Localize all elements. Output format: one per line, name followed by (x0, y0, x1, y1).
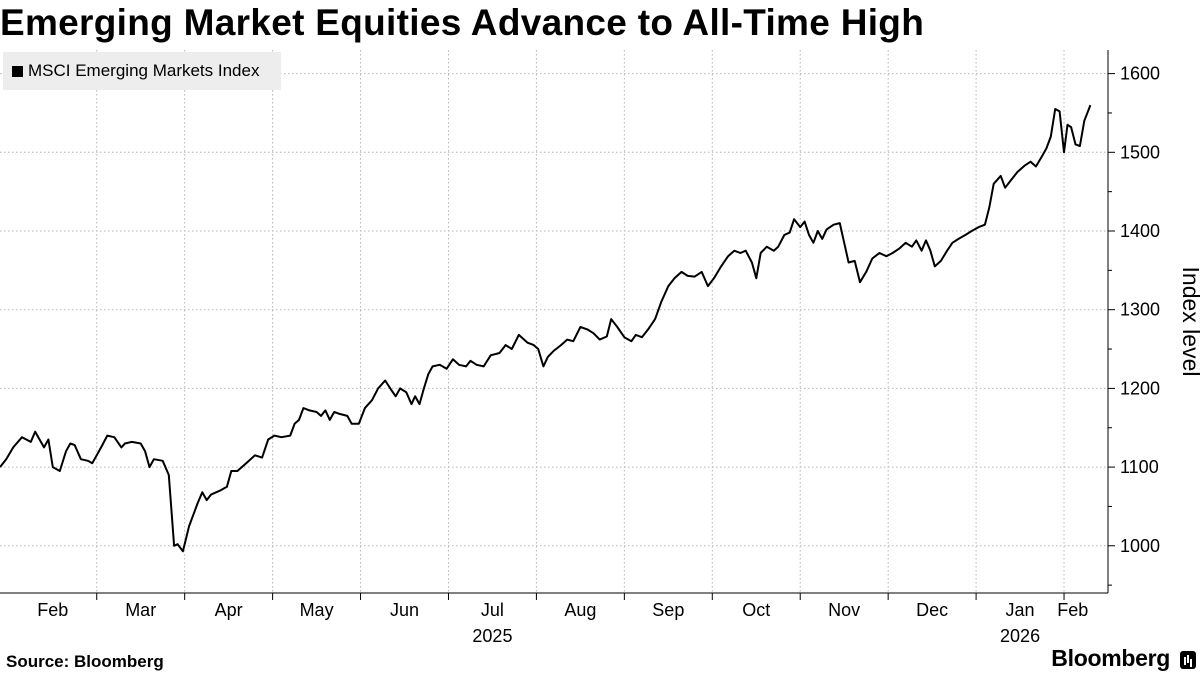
brand-logo: Bloomberg (1051, 645, 1170, 671)
y-tick-label: 1100 (1120, 457, 1159, 477)
x-tick-label: Feb (1057, 600, 1088, 620)
series-line-msci-em (0, 104, 1092, 553)
x-tick-label: Oct (742, 600, 770, 620)
y-axis-title: Index level (1178, 267, 1200, 377)
x-tick-label: Apr (215, 600, 243, 620)
x-tick-label: Jun (390, 600, 419, 620)
x-tick-label: Mar (125, 600, 156, 620)
source-note: Source: Bloomberg (6, 652, 164, 671)
y-tick-label: 1500 (1120, 142, 1160, 162)
axis-labels: 1000 1100 1200 1300 1400 1500 1600 Feb Mar Apr May… (37, 64, 1200, 646)
x-tick-label: Jan (1006, 600, 1035, 620)
y-tick-label: 1600 (1120, 64, 1160, 84)
y-tick-label: 1300 (1120, 300, 1160, 320)
x-year-label: 2026 (1000, 626, 1040, 646)
x-tick-label: Dec (916, 600, 948, 620)
y-tick-label: 1200 (1120, 378, 1160, 398)
legend-label: MSCI Emerging Markets Index (28, 61, 260, 80)
legend-swatch (12, 65, 23, 77)
x-tick-label: Aug (564, 600, 596, 620)
x-tick-label: Feb (37, 600, 68, 620)
y-tick-label: 1000 (1120, 536, 1160, 556)
x-year-label: 2025 (472, 626, 512, 646)
legend: MSCI Emerging Markets Index (3, 52, 281, 90)
x-tick-label: May (300, 600, 334, 620)
bloomberg-chart-icon (1180, 651, 1196, 669)
gridlines (0, 50, 1108, 593)
axes (0, 50, 1115, 600)
x-tick-label: Jul (481, 600, 504, 620)
y-tick-label: 1400 (1120, 221, 1160, 241)
series-layer (0, 104, 1092, 553)
x-tick-label: Nov (828, 600, 860, 620)
chart-title: Emerging Market Equities Advance to All-… (0, 2, 925, 43)
x-tick-label: Sep (652, 600, 684, 620)
